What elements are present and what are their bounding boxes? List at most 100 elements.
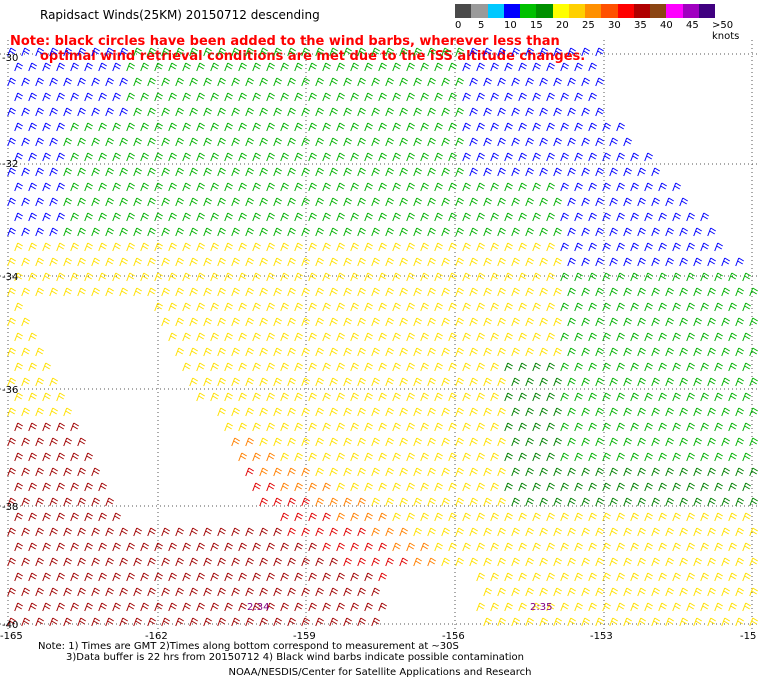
wind-barb	[98, 572, 107, 582]
wind-barb	[280, 422, 289, 432]
wind-barb	[406, 362, 415, 372]
wind-barb	[399, 257, 408, 267]
wind-barb	[112, 152, 121, 162]
wind-barb	[161, 317, 170, 327]
wind-barb	[567, 527, 576, 537]
wind-barb	[672, 272, 681, 282]
wind-barb	[196, 92, 205, 102]
wind-barb	[399, 467, 408, 477]
wind-barb	[315, 137, 324, 147]
wind-barb	[259, 227, 268, 237]
wind-barb	[119, 107, 128, 117]
wind-barb	[266, 122, 275, 132]
wind-barb	[609, 347, 618, 357]
wind-barb	[273, 467, 282, 477]
wind-barb	[126, 182, 135, 192]
wind-barb	[336, 422, 345, 432]
wind-barb	[273, 407, 282, 417]
wind-barb	[112, 242, 121, 252]
color-scale-swatch	[585, 4, 602, 18]
wind-barb	[294, 512, 303, 522]
wind-barb	[329, 167, 338, 177]
wind-barb	[658, 182, 667, 192]
wind-barb	[553, 107, 562, 117]
wind-barb	[287, 347, 296, 357]
wind-barb	[693, 287, 702, 297]
wind-barb	[455, 77, 464, 87]
wind-barb	[448, 152, 457, 162]
wind-barb	[574, 302, 583, 312]
wind-barb	[343, 107, 352, 117]
wind-barb	[560, 182, 569, 192]
wind-barb	[385, 47, 394, 57]
wind-barb	[455, 107, 464, 117]
wind-barb	[77, 107, 86, 117]
wind-barb	[427, 437, 436, 447]
wind-barb	[210, 92, 219, 102]
wind-barb	[63, 527, 72, 537]
wind-barb	[70, 182, 79, 192]
wind-barb	[588, 182, 597, 192]
wind-barb	[182, 242, 191, 252]
wind-barb	[651, 227, 660, 237]
wind-barb	[385, 527, 394, 537]
wind-barb	[364, 272, 373, 282]
wind-barb	[448, 422, 457, 432]
wind-barb	[21, 77, 30, 87]
wind-barb	[616, 122, 625, 132]
wind-barb	[308, 122, 317, 132]
wind-barb	[434, 152, 443, 162]
wind-barb	[21, 497, 30, 507]
wind-barb	[581, 227, 590, 237]
wind-barb	[301, 107, 310, 117]
lat-label: -36	[2, 385, 18, 396]
wind-barb	[175, 257, 184, 267]
wind-barb	[749, 287, 758, 297]
wind-barb	[168, 92, 177, 102]
wind-barb	[259, 287, 268, 297]
wind-barb	[301, 377, 310, 387]
wind-barb	[476, 512, 485, 522]
wind-barb	[329, 437, 338, 447]
wind-barb	[77, 467, 86, 477]
wind-barb	[301, 197, 310, 207]
wind-barb	[343, 197, 352, 207]
wind-barb	[77, 287, 86, 297]
wind-barb	[175, 167, 184, 177]
wind-barb	[182, 122, 191, 132]
wind-barb	[469, 407, 478, 417]
wind-barb	[385, 497, 394, 507]
wind-barb	[714, 572, 723, 582]
wind-barb	[700, 542, 709, 552]
wind-barb	[385, 467, 394, 477]
wind-barb	[217, 107, 226, 117]
wind-barb	[343, 497, 352, 507]
wind-barb	[420, 212, 429, 222]
wind-barb	[413, 287, 422, 297]
wind-barb	[238, 572, 247, 582]
wind-barb	[35, 107, 44, 117]
wind-barb	[483, 107, 492, 117]
wind-barb	[336, 182, 345, 192]
wind-barb	[574, 212, 583, 222]
wind-barb	[175, 107, 184, 117]
wind-barb	[315, 467, 324, 477]
wind-barb	[427, 497, 436, 507]
wind-barb	[462, 482, 471, 492]
wind-barb	[595, 227, 604, 237]
wind-barb	[343, 377, 352, 387]
wind-barb	[714, 302, 723, 312]
wind-barb	[525, 557, 534, 567]
wind-barb	[602, 272, 611, 282]
wind-barb	[518, 452, 527, 462]
wind-barb	[70, 482, 79, 492]
wind-barb	[511, 77, 520, 87]
wind-barb	[196, 332, 205, 342]
wind-barb	[686, 422, 695, 432]
wind-barb	[511, 587, 520, 597]
wind-barb	[714, 602, 723, 612]
wind-barb	[441, 467, 450, 477]
wind-barb	[567, 497, 576, 507]
wind-barb	[406, 302, 415, 312]
wind-barb	[182, 62, 191, 72]
